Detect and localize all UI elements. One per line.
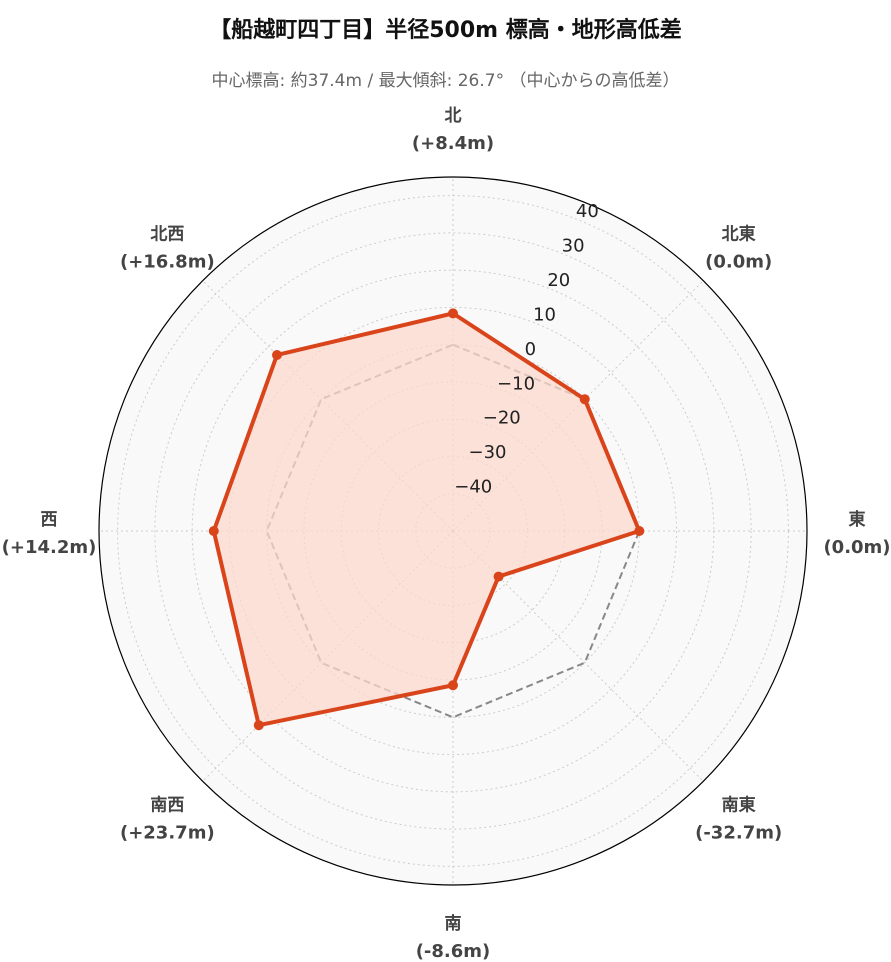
radial-tick-label: −30 (469, 442, 507, 463)
data-point (493, 571, 504, 582)
spoke-line (452, 530, 704, 782)
direction-label: 東 (849, 509, 866, 530)
direction-label: 南 (445, 913, 462, 934)
data-point (448, 680, 458, 691)
radial-tick-label: 20 (547, 270, 570, 291)
direction-label: 北西 (150, 224, 184, 244)
radial-tick-label: 40 (576, 201, 599, 222)
direction-label: 西 (41, 510, 58, 530)
data-point (634, 526, 645, 536)
data-point (448, 308, 458, 319)
direction-value-label: (0.0m) (705, 251, 772, 272)
direction-label: 北東 (722, 223, 756, 244)
radial-gridline (228, 306, 678, 756)
direction-label: 北 (445, 106, 462, 126)
radial-tick-label: −10 (497, 373, 535, 394)
direction-value-label: (+8.4m) (412, 133, 494, 154)
chart-subtitle: 中心標高: 約37.4m / 最大傾斜: 26.7° （中心からの高低差） (211, 71, 680, 91)
radial-gridline (154, 232, 752, 830)
data-point (253, 720, 264, 731)
chart-title: 【船越町四丁目】半径500m 標高・地形高低差 (209, 18, 682, 43)
radial-tick-label: −40 (454, 477, 492, 498)
outer-ring (98, 176, 808, 886)
direction-value-label: (+14.2m) (2, 537, 97, 558)
data-point (579, 394, 590, 405)
radial-tick-label: 0 (525, 339, 536, 360)
direction-value-label: (+23.7m) (120, 823, 215, 844)
radial-tick-label: 10 (533, 304, 556, 325)
direction-label: 南東 (722, 795, 756, 816)
direction-value-label: (-32.7m) (695, 823, 782, 844)
radial-tick-label: −20 (483, 408, 521, 429)
direction-value-label: (-8.6m) (416, 941, 491, 962)
direction-label: 南西 (150, 795, 184, 816)
direction-value-label: (0.0m) (823, 537, 890, 558)
radial-tick-label: 30 (562, 236, 585, 257)
data-point (271, 349, 282, 360)
series-area (213, 313, 640, 726)
direction-value-label: (+16.8m) (120, 251, 215, 272)
data-point (208, 526, 219, 536)
